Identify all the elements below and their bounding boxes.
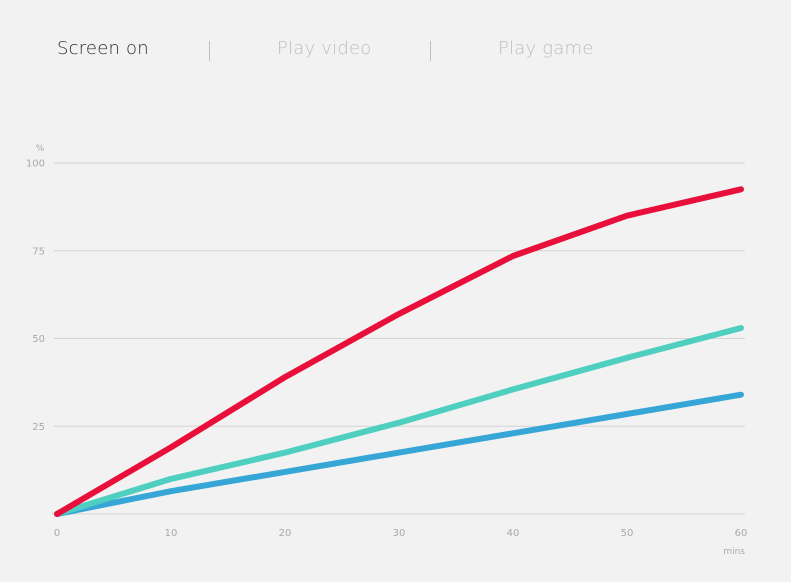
x-tick-label: 30: [393, 528, 406, 539]
y-tick-label: 50: [32, 334, 45, 345]
tab-separator: [209, 41, 210, 61]
tab-play-video[interactable]: Play video: [277, 38, 372, 59]
x-tick-label: 10: [165, 528, 178, 539]
x-tick-label: 0: [54, 528, 60, 539]
series-line-1: [54, 186, 744, 517]
y-tick-label: 100: [26, 159, 45, 170]
tab-separator: [430, 41, 431, 61]
grid-layer: [52, 162, 745, 515]
series-line-3: [54, 391, 744, 517]
series-line-2: [54, 325, 744, 517]
y-axis-label: %: [36, 144, 45, 154]
tab-bar: Screen on Play video Play game: [0, 0, 791, 100]
axis-label-layer: 25 50 75 100 0 10 20 30 40 50 60% mins: [26, 144, 747, 557]
tab-play-game[interactable]: Play game: [498, 38, 594, 59]
x-tick-label: 50: [621, 528, 634, 539]
series-layer: [54, 186, 744, 517]
x-tick-label: 40: [507, 528, 520, 539]
y-tick-label: 25: [32, 422, 45, 433]
y-tick-label: 75: [32, 246, 45, 257]
x-tick-label: 60: [735, 528, 748, 539]
x-tick-label: 20: [279, 528, 292, 539]
x-axis-label: mins: [723, 547, 745, 557]
tab-screen-on[interactable]: Screen on: [57, 38, 149, 59]
